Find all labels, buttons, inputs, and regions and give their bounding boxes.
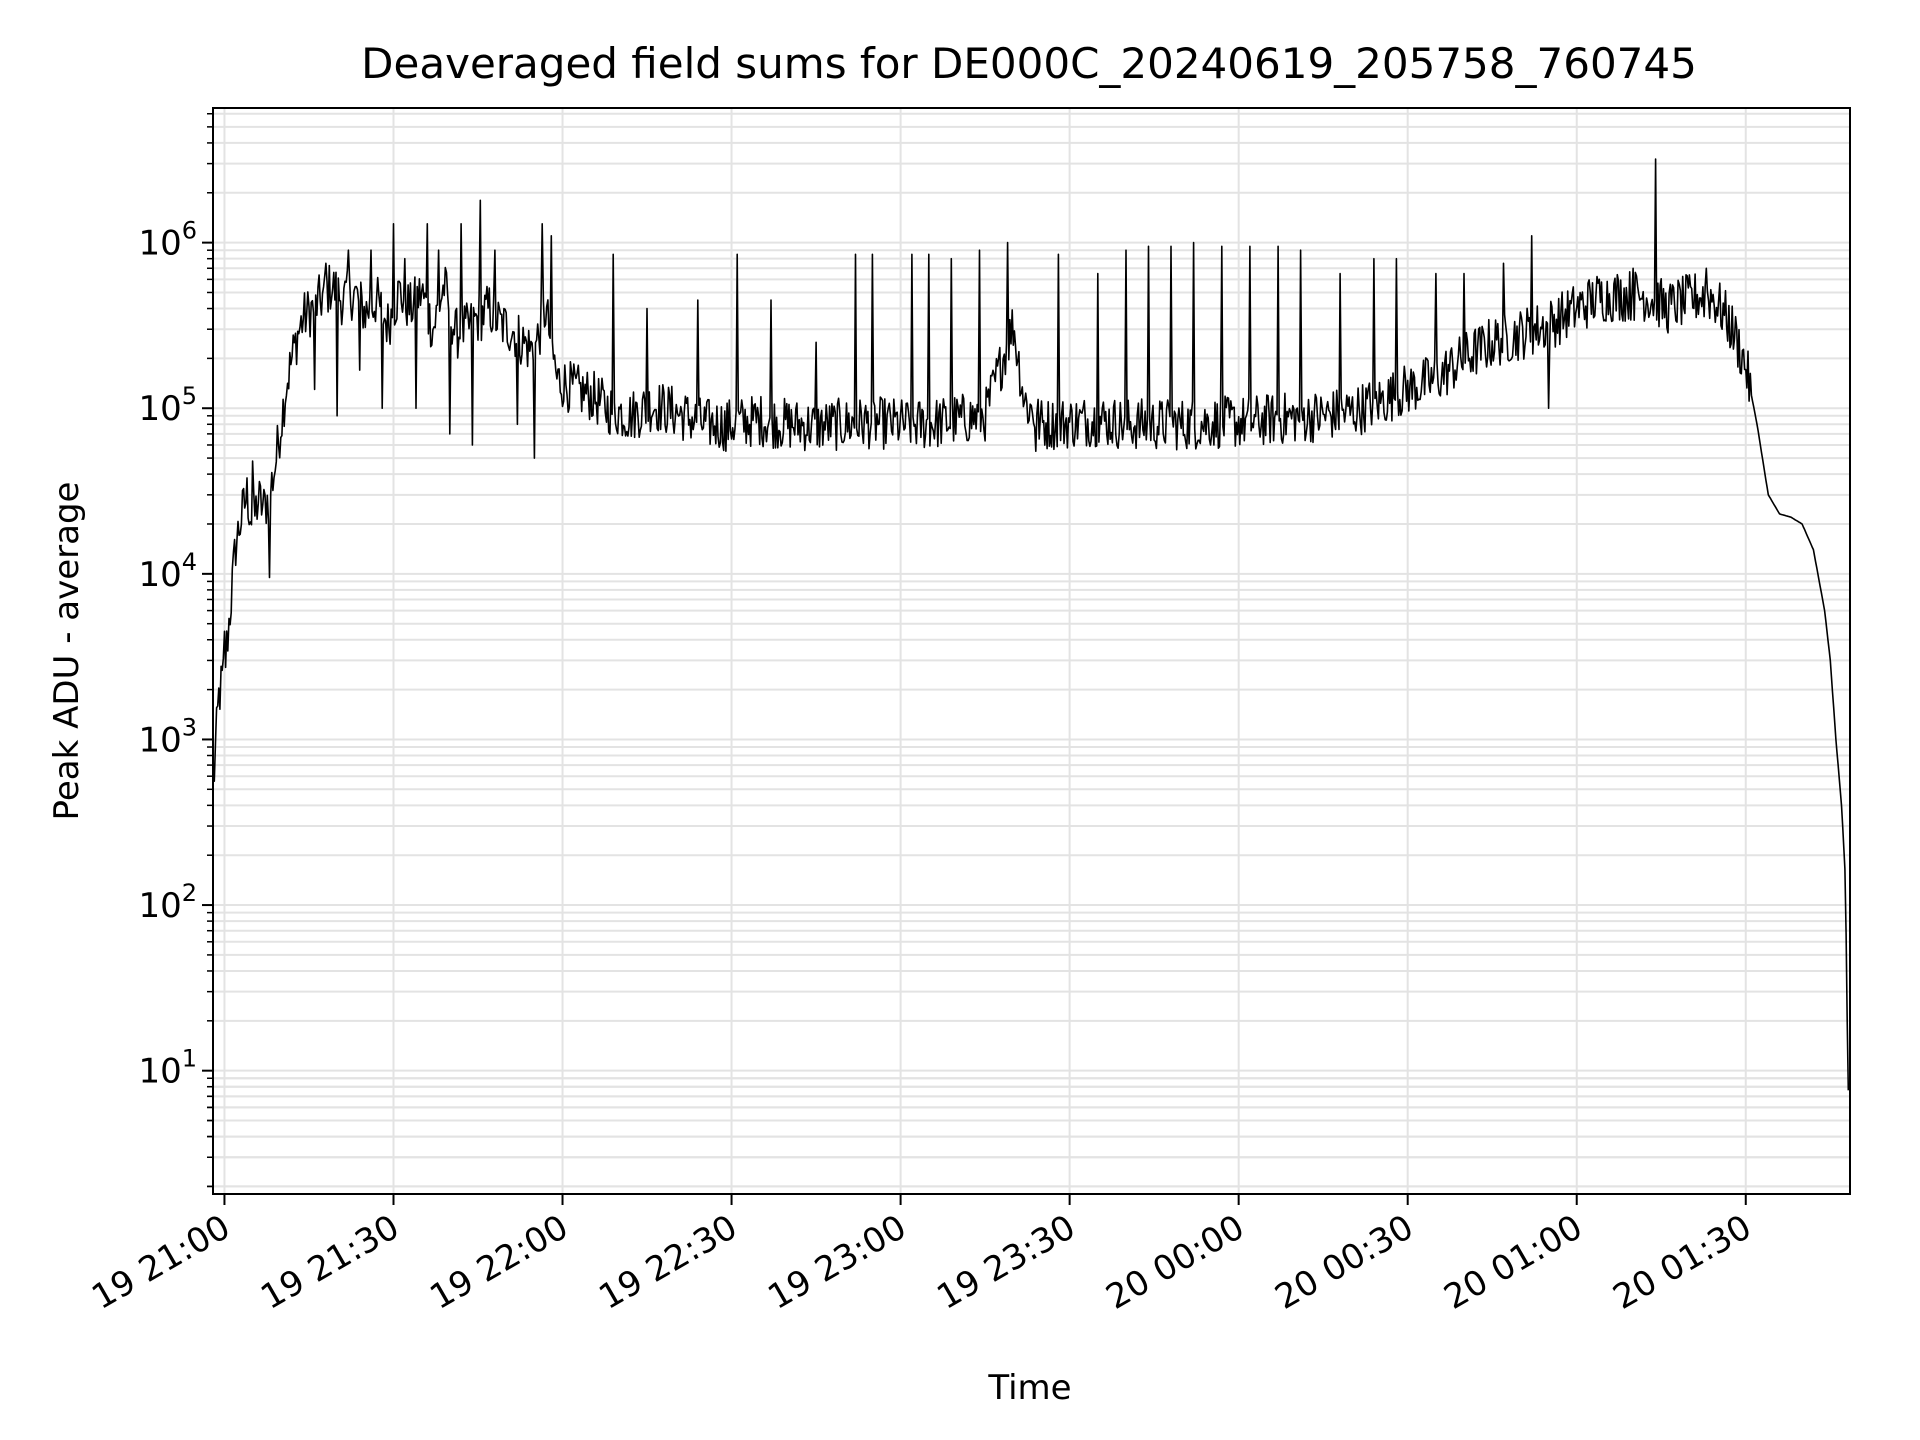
y-tick-label: 103 [138,713,197,760]
plot-area-frame [212,107,1851,1195]
y-axis-label: Peak ADU - average [47,482,87,821]
x-axis-label: Time [987,1368,1071,1408]
series-line-group [213,158,1850,1091]
y-axis-ticks: 101 102 103 104 105 106 [138,113,213,1188]
series-line [213,158,1850,1091]
y-tick-label: 102 [138,879,197,926]
chart-title: Deaveraged field sums for DE000C_2024061… [361,39,1697,88]
y-tick-label: 104 [138,548,197,595]
y-tick-label: 105 [138,382,197,429]
y-tick-label: 101 [138,1045,197,1092]
y-tick-label: 106 [138,217,197,264]
